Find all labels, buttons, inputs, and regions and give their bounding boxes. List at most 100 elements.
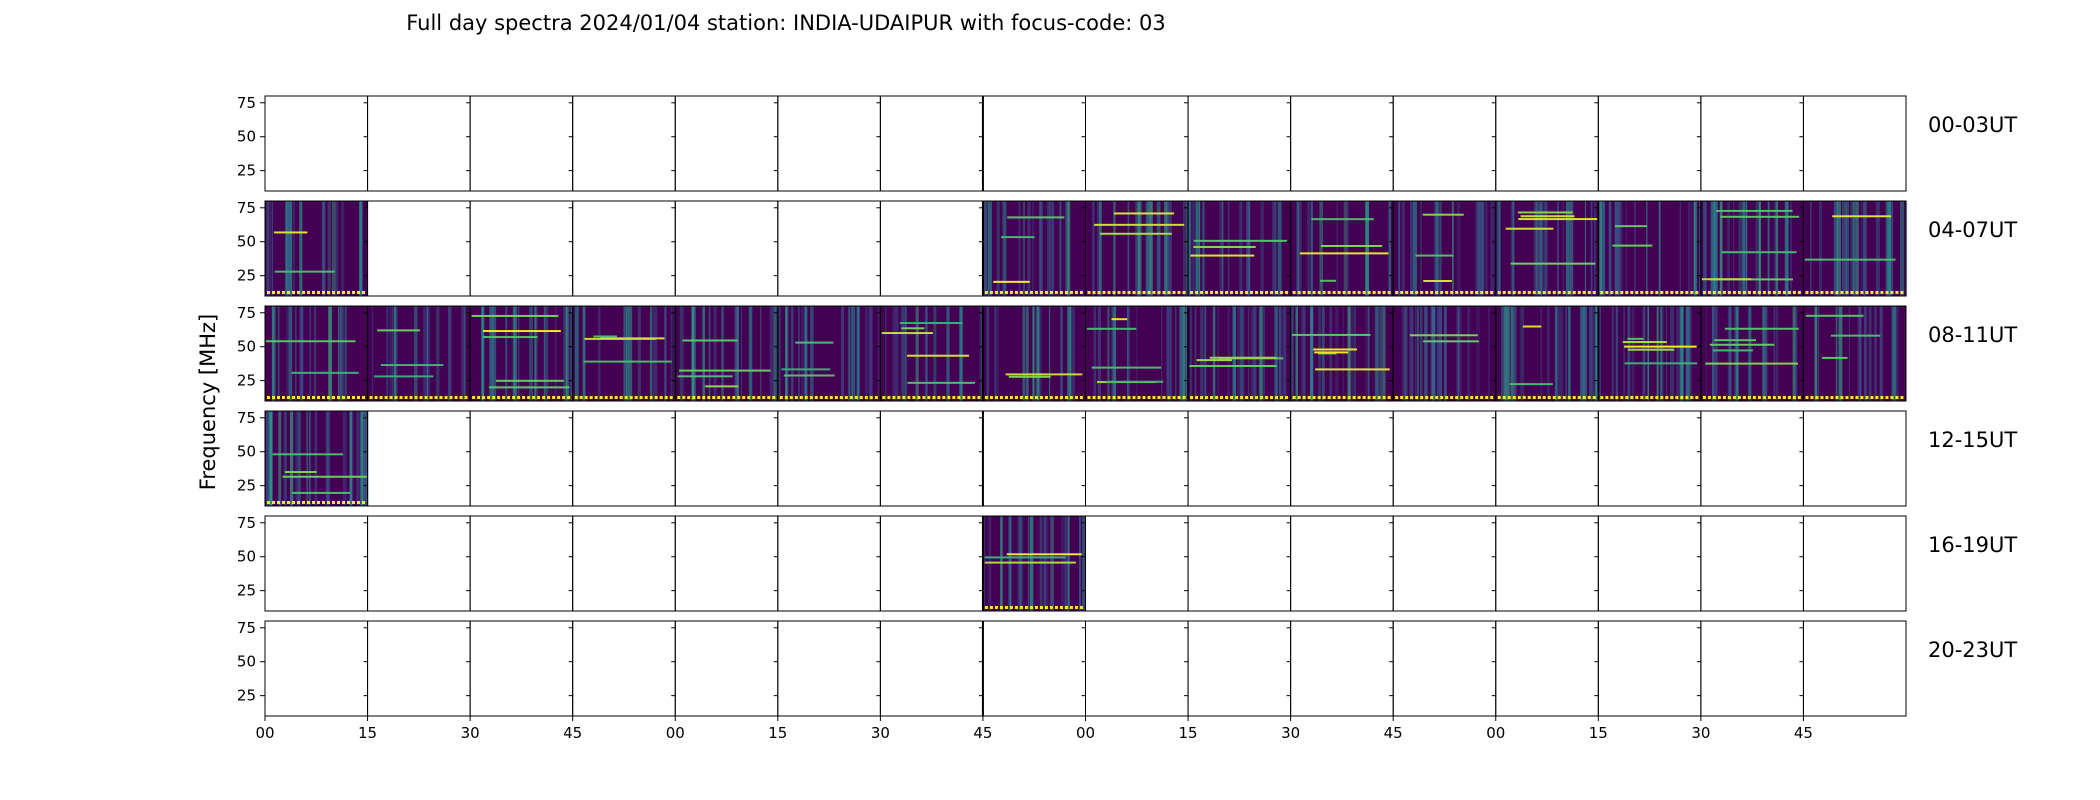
panel-row-16-19UT: 25 50 75 16-19UT (237, 514, 2017, 612)
panel-frame (879, 515, 984, 612)
y-tick-label: 25 (237, 162, 256, 180)
panel-frame (367, 95, 471, 192)
panel-frame (1187, 95, 1292, 192)
spectrum-08-11UT-9 (1188, 306, 1291, 401)
panel-frame (1802, 515, 1907, 612)
y-tick-label: 75 (237, 199, 256, 217)
panel-frame (777, 410, 881, 507)
panel-frame (879, 200, 984, 297)
y-tick-label: 75 (237, 304, 256, 322)
panel-row-08-11UT: 25 50 75 08-11UT (237, 304, 2017, 402)
panel-frame (264, 515, 369, 612)
panel-frame (1597, 410, 1702, 507)
panel-frame (1495, 620, 1599, 717)
x-tick-label: 30 (461, 724, 480, 742)
panel-frame (1290, 515, 1394, 612)
panel-frame (1802, 410, 1907, 507)
spectrum-08-11UT-15 (1803, 306, 1906, 401)
chart-title: Full day spectra 2024/01/04 station: IND… (406, 11, 1166, 35)
panel-frame (367, 410, 471, 507)
panel-frame (1495, 515, 1599, 612)
spectrum-08-11UT-2 (470, 306, 573, 401)
spectrum-04-07UT-13 (1598, 201, 1702, 296)
panel-frame (264, 95, 369, 192)
y-tick-label: 25 (237, 267, 256, 285)
panel-frame (1392, 515, 1497, 612)
panel-frame (572, 95, 676, 192)
spectrum-08-11UT-14 (1700, 306, 1804, 401)
panel-frame (982, 95, 1086, 192)
panel-frame (982, 620, 1086, 717)
x-tick-label: 45 (973, 724, 992, 742)
x-tick-label: 00 (1076, 724, 1095, 742)
panel-frame (777, 515, 881, 612)
spectrum-08-11UT-3 (572, 306, 677, 401)
spectrum-08-11UT-0 (265, 306, 368, 401)
y-tick-label: 75 (237, 94, 256, 112)
panel-frame (674, 620, 779, 717)
panel-frame (469, 515, 574, 612)
panel-frame (1700, 95, 1804, 192)
panel-row-00-03UT: 25 50 75 00-03UT (237, 94, 2017, 192)
panel-frame (1187, 515, 1292, 612)
spectrum-04-07UT-9 (1188, 201, 1291, 296)
spectrum-04-07UT-7 (982, 201, 1086, 296)
y-tick-label: 75 (237, 514, 256, 532)
panel-frame (674, 95, 779, 192)
panel-frame (1597, 620, 1702, 717)
y-tick-label: 50 (237, 128, 256, 146)
panel-frame (1187, 410, 1292, 507)
row-label: 04-07UT (1928, 218, 2017, 242)
panel-frame (1802, 200, 1907, 297)
panel-frame (572, 200, 676, 297)
row-label: 20-23UT (1928, 638, 2017, 662)
y-tick-label: 25 (237, 687, 256, 705)
spectrum-04-07UT-10 (1290, 201, 1394, 296)
panel-frame (674, 200, 779, 297)
y-tick-label: 50 (237, 338, 256, 356)
panel-frame (572, 620, 676, 717)
panel-row-04-07UT: 25 50 75 04-07UT (237, 199, 2017, 297)
spectrum-04-07UT-0 (265, 201, 368, 296)
y-tick-label: 25 (237, 372, 256, 390)
x-tick-label: 30 (871, 724, 890, 742)
panel-frame (572, 515, 676, 612)
panel-frame (879, 620, 984, 717)
panel-frame (367, 515, 471, 612)
panel-row-20-23UT: 25 50 75 20-23UT (237, 619, 2017, 717)
y-tick-label: 50 (237, 443, 256, 461)
panel-frame (367, 620, 471, 717)
panel-frame (1290, 95, 1394, 192)
x-tick-label: 45 (1384, 724, 1403, 742)
panel-frame (1597, 95, 1702, 192)
panel-frame (674, 515, 779, 612)
panel-frame (777, 95, 881, 192)
x-tick-label: 00 (666, 724, 685, 742)
panel-frame (1085, 515, 1189, 612)
x-tick-label: 15 (1179, 724, 1198, 742)
spectrum-08-11UT-7 (982, 306, 1086, 401)
panel-frame (469, 620, 574, 717)
panel-frame (982, 410, 1086, 507)
row-label: 12-15UT (1928, 428, 2017, 452)
spectrum-04-07UT-8 (1085, 201, 1192, 296)
panel-frame (1085, 95, 1189, 192)
panel-frame (674, 410, 779, 507)
spectrum-08-11UT-8 (1085, 306, 1189, 401)
spectrum-08-11UT-4 (675, 306, 779, 401)
x-tick-label: 15 (768, 724, 787, 742)
panel-frame (777, 620, 881, 717)
panel-frame (1700, 410, 1804, 507)
panel-frame (572, 410, 676, 507)
spectrum-04-07UT-12 (1495, 201, 1599, 296)
spectrum-08-11UT-10 (1290, 306, 1394, 401)
x-tick-label: 30 (1691, 724, 1710, 742)
panel-frame (1085, 410, 1189, 507)
x-tick-label: 00 (1486, 724, 1505, 742)
panel-frame (1700, 620, 1804, 717)
y-tick-label: 25 (237, 477, 256, 495)
panel-frame (367, 200, 471, 297)
panel-frame (1802, 95, 1907, 192)
spectrum-12-15UT-0 (265, 411, 369, 506)
